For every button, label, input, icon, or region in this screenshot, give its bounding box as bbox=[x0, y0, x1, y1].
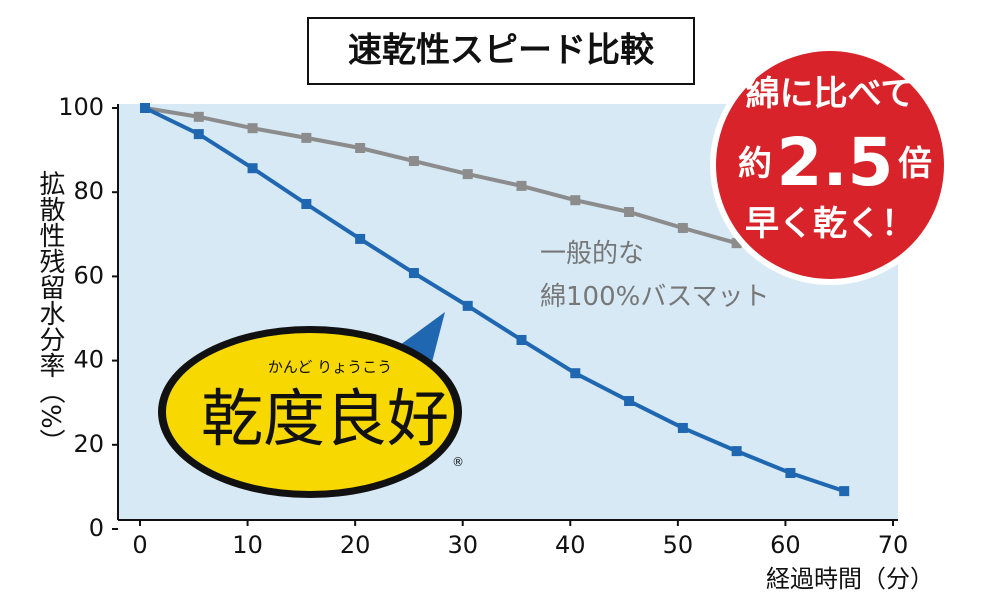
data-point bbox=[193, 111, 204, 122]
data-point bbox=[247, 163, 258, 174]
data-point bbox=[408, 268, 419, 279]
data-point bbox=[516, 334, 527, 345]
registered-mark: ® bbox=[452, 455, 464, 469]
data-point bbox=[301, 198, 312, 209]
oval bbox=[166, 333, 454, 491]
data-point bbox=[462, 300, 473, 311]
badge-text: 早く乾く！ bbox=[745, 204, 915, 244]
x-tick-label: 50 bbox=[663, 531, 694, 559]
data-point bbox=[624, 396, 635, 407]
badge-text: 倍 bbox=[898, 144, 932, 184]
brand-name: 乾度良好 bbox=[201, 382, 449, 455]
x-tick-label: 30 bbox=[447, 531, 478, 559]
badge: 綿に比べて 約 2.5 倍 早く乾く！ bbox=[710, 45, 950, 285]
y-tick-label: 40 bbox=[73, 346, 104, 374]
data-point bbox=[516, 180, 527, 191]
data-point bbox=[677, 422, 688, 433]
ruby: かんど りょうこう bbox=[268, 358, 392, 376]
y-tick-label: 100 bbox=[58, 93, 104, 121]
data-point bbox=[140, 103, 150, 113]
data-point bbox=[731, 446, 742, 457]
y-tick-label: 20 bbox=[73, 430, 104, 458]
badge-text: 約 bbox=[738, 144, 772, 184]
series-label: 一般的な bbox=[540, 239, 644, 269]
data-point bbox=[355, 233, 366, 244]
data-point bbox=[677, 222, 688, 233]
badge-circle bbox=[716, 51, 944, 279]
y-tick-label: 0 bbox=[89, 514, 104, 542]
data-point bbox=[570, 195, 581, 206]
data-point bbox=[408, 156, 419, 167]
data-point bbox=[624, 206, 635, 217]
data-point bbox=[355, 142, 366, 153]
data-point bbox=[785, 468, 796, 479]
series-line bbox=[144, 106, 845, 268]
chart-title: 速乾性スピード比較 bbox=[348, 31, 655, 71]
series-line bbox=[144, 106, 845, 494]
data-point bbox=[462, 169, 473, 180]
data-point bbox=[731, 238, 742, 249]
data-point bbox=[570, 368, 581, 379]
x-tick-label: 60 bbox=[770, 531, 801, 559]
data-point bbox=[193, 129, 204, 140]
x-tick-label: 70 bbox=[878, 531, 909, 559]
data-point bbox=[839, 486, 850, 497]
title-box bbox=[307, 17, 695, 85]
badge-text: 綿に比べて bbox=[746, 74, 915, 114]
oval-label: かんど りょうこう 乾度良好 ® bbox=[158, 312, 464, 498]
x-tick-label: 20 bbox=[340, 531, 371, 559]
series-label: 綿100%バスマット bbox=[540, 282, 770, 312]
x-axis-label: 経過時間（分） bbox=[766, 565, 934, 593]
x-tick-label: 10 bbox=[232, 531, 263, 559]
y-tick-label: 60 bbox=[73, 261, 104, 289]
data-point bbox=[247, 123, 258, 134]
badge-number: 2.5 bbox=[777, 124, 894, 201]
pointer bbox=[400, 312, 445, 370]
y-axis-label: 拡散性残留水分率（%） bbox=[35, 170, 65, 455]
x-tick-label: 0 bbox=[132, 531, 147, 559]
x-tick-label: 40 bbox=[555, 531, 586, 559]
y-tick-label: 80 bbox=[73, 177, 104, 205]
data-point bbox=[301, 132, 312, 143]
